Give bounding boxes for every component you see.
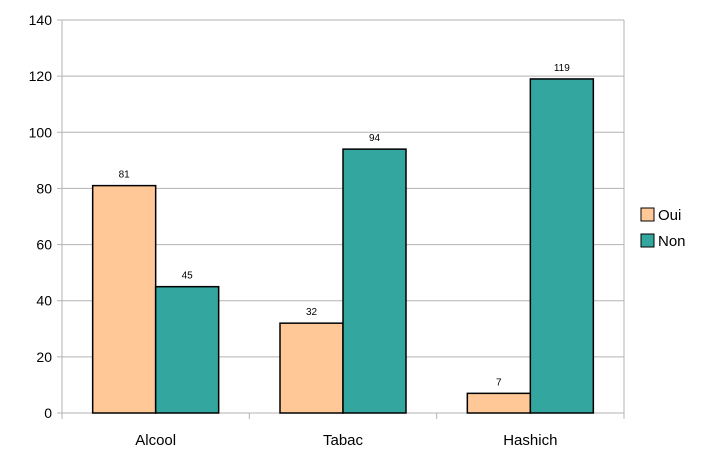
bar-oui-hashich [466, 392, 532, 414]
bar-oui-tabac [279, 322, 344, 414]
legend: Oui Non [640, 207, 686, 250]
legend-label-non: Non [658, 233, 686, 250]
y-tick-label-40: 40 [36, 293, 52, 309]
data-labels: 81 45 32 94 7 119 [119, 63, 571, 388]
y-tick-label-0: 0 [44, 405, 52, 421]
x-axis-categories: Alcool Tabac Hashich [135, 432, 557, 449]
bar-non-tabac [342, 148, 407, 414]
data-label-oui-alcool: 81 [119, 170, 131, 181]
legend-swatch-oui [640, 207, 655, 222]
y-tick-label-100: 100 [29, 124, 53, 140]
bar-non-alcool [154, 285, 220, 414]
x-category-label-hashich: Hashich [503, 432, 557, 449]
data-label-non-tabac: 94 [369, 133, 381, 144]
data-label-oui-hashich: 7 [496, 377, 502, 388]
y-tick-label-20: 20 [36, 349, 52, 365]
bars [91, 78, 595, 414]
y-tick-label-120: 120 [29, 68, 53, 84]
legend-swatch-non [640, 233, 655, 248]
y-tick-label-60: 60 [36, 237, 52, 253]
data-label-non-alcool: 45 [182, 271, 194, 282]
y-tick-label-140: 140 [29, 12, 53, 28]
y-axis-ticks: 0 20 40 60 80 100 120 140 [29, 12, 62, 421]
bar-non-hashich [529, 78, 595, 414]
legend-label-oui: Oui [658, 207, 681, 224]
x-category-label-tabac: Tabac [323, 432, 364, 449]
x-category-label-alcool: Alcool [135, 432, 176, 449]
bar-oui-alcool [91, 184, 157, 414]
data-label-non-hashich: 119 [554, 63, 570, 74]
y-tick-label-80: 80 [36, 180, 52, 196]
data-label-oui-tabac: 32 [306, 307, 318, 318]
